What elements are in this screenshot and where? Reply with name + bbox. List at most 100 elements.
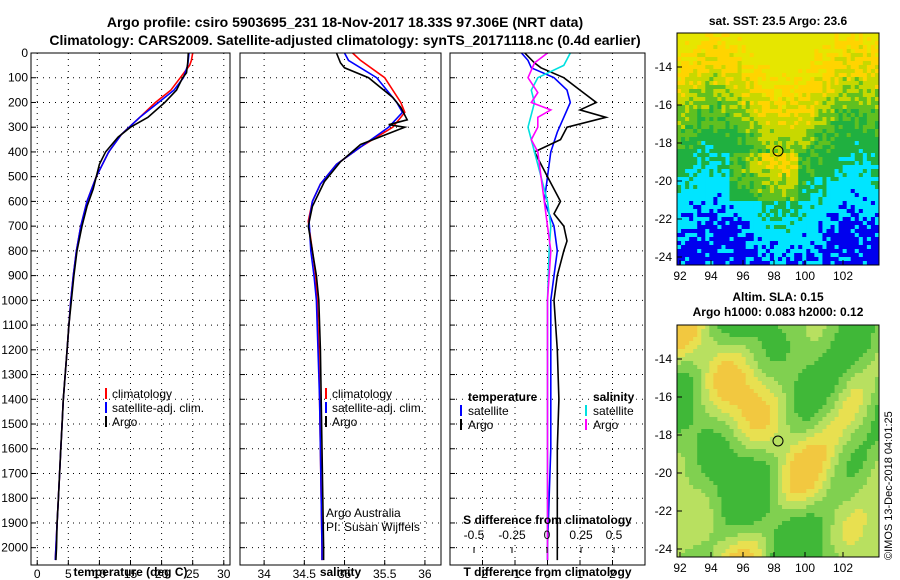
sla-cell [737,373,743,378]
sst-cell [713,53,718,58]
sst-cell [850,217,856,222]
sla-cell [814,361,819,366]
sst-cell [794,77,799,82]
sst-cell [697,145,702,150]
sst-cell [850,253,856,258]
sst-cell [794,93,799,98]
sst-cell [822,257,827,262]
sla-cell [806,397,811,402]
sst-cell [858,61,864,66]
sla-cell [802,457,807,462]
sst-cell [729,229,735,234]
sst-cell [757,37,763,42]
sst-cell [834,117,840,122]
sla-cell [705,441,710,446]
sla-cell [729,417,735,422]
sla-cell [729,381,735,386]
sst-cell [798,213,803,218]
sst-cell [697,85,702,90]
sst-cell [749,245,755,250]
sst-cell [782,89,787,94]
sst-cell [862,157,868,162]
sla-cell [814,365,819,370]
sst-cell [790,113,795,118]
sst-cell [786,237,791,242]
sst-cell [794,169,799,174]
sst-cell [786,61,791,66]
sla-cell [701,385,706,390]
sst-cell [858,149,864,154]
sst-cell [701,105,706,110]
sst-cell [854,181,860,186]
sla-cell [790,433,795,438]
sst-cell [786,257,791,262]
sst-cell [729,125,735,130]
sst-cell [826,221,832,226]
sla-cell [681,329,686,334]
sst-cell [761,141,767,146]
sla-cell [757,361,763,366]
sst-cell [749,193,755,198]
sla-cell [737,341,743,346]
sst-cell [677,221,682,226]
sst-cell [757,233,763,238]
sst-cell [697,81,702,86]
sla-cell [729,325,735,330]
sla-cell [757,401,763,406]
sla-cell [786,421,791,426]
sst-cell [794,89,799,94]
sst-cell [677,161,682,166]
sst-cell [822,137,827,142]
sst-cell [862,181,868,186]
sst-cell [842,209,848,214]
sst-cell [786,73,791,78]
sst-cell [814,225,819,230]
sst-cell [826,153,832,158]
sla-cell [866,409,872,414]
sst-cell [761,225,767,230]
sst-cell [826,45,832,50]
sst-cell [761,257,767,262]
sla-cell [870,389,876,394]
sst-cell [749,41,755,46]
sla-cell [741,429,747,434]
sla-cell [709,329,714,334]
sst-cell [794,201,799,206]
sst-cell [761,189,767,194]
sla-cell [814,381,819,386]
sst-cell [862,125,868,130]
sst-cell [802,237,807,242]
sst-cell [838,113,844,118]
sst-cell [681,101,686,106]
sla-cell [721,405,726,410]
sst-cell [769,209,775,214]
sst-cell [733,61,739,66]
sst-cell [814,117,819,122]
sst-cell [697,217,702,222]
sla-cell [757,453,763,458]
sla-cell [761,329,767,334]
sst-cell [749,181,755,186]
sst-cell [721,49,726,54]
sla-cell [786,409,791,414]
sst-cell [713,93,718,98]
sla-cell [709,341,714,346]
sst-cell [818,237,823,242]
sla-cell [761,461,767,466]
sst-cell [830,129,836,134]
sst-cell [818,141,823,146]
sst-cell [741,249,747,254]
sst-cell [850,89,856,94]
sst-cell [790,81,795,86]
sla-cell [749,369,755,374]
sst-cell [733,73,739,78]
sla-cell [838,337,844,342]
sst-cell [874,73,880,78]
sst-cell [701,41,706,46]
sla-cell [818,353,823,358]
sla-cell [709,389,714,394]
sst-cell [838,149,844,154]
sla-cell [838,417,844,422]
sla-cell [713,429,718,434]
sst-cell [826,125,832,130]
